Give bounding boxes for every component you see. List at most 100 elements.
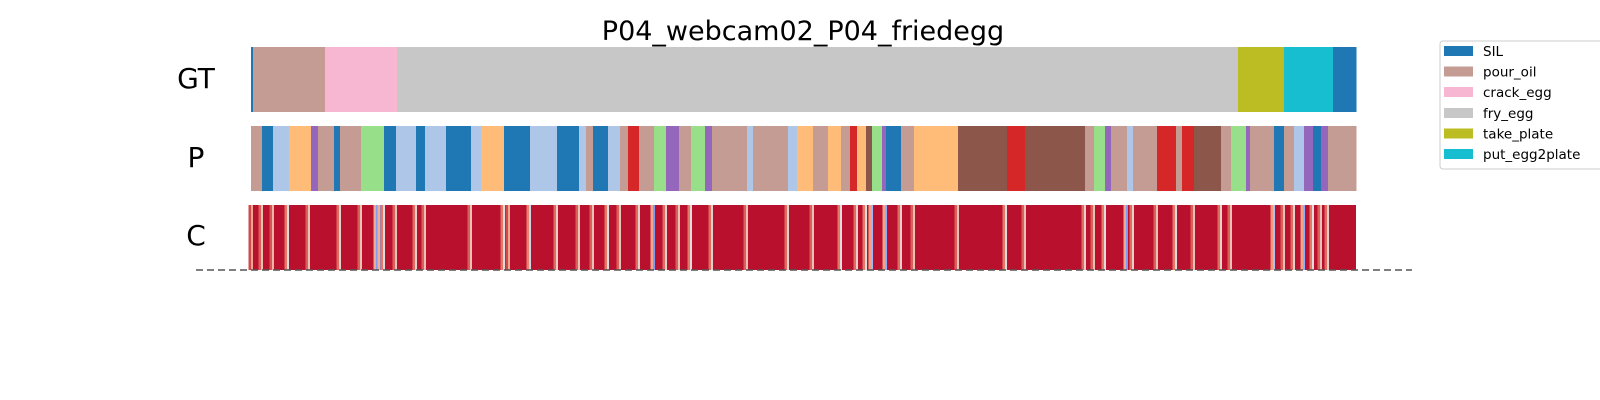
prediction-segment <box>857 126 867 191</box>
confidence-dip <box>710 205 714 270</box>
prediction-segment <box>872 126 883 191</box>
confidence-dip <box>864 205 868 270</box>
chart-title: P04_webcam02_P04_friedegg <box>602 16 1004 47</box>
prediction-segment <box>318 126 335 191</box>
confidence-dip-edge <box>421 205 424 270</box>
prediction-segment <box>446 126 472 191</box>
prediction-segment <box>416 126 426 191</box>
prediction-segment <box>1284 126 1295 191</box>
confidence-dip-edge <box>809 205 812 270</box>
prediction-segment <box>1194 126 1222 191</box>
confidence-dip-edge <box>1172 205 1175 270</box>
confidence-dip-edge <box>897 205 900 270</box>
confidence-dip-edge <box>1290 205 1293 270</box>
confidence-dip <box>577 205 581 270</box>
prediction-segment <box>1133 126 1158 191</box>
confidence-dip <box>618 205 622 270</box>
prediction-segment <box>396 126 417 191</box>
confidence-dip <box>423 205 427 270</box>
confidence-dip <box>1229 205 1233 270</box>
prediction-segment <box>841 126 851 191</box>
prediction-segment <box>1250 126 1275 191</box>
confidence-dip <box>1103 205 1107 270</box>
confidence-dip <box>956 205 960 270</box>
confidence-dip <box>1092 205 1096 270</box>
confidence-dip <box>507 205 511 270</box>
confidence-dip <box>912 205 916 270</box>
confidence-dip <box>652 205 656 270</box>
prediction-segment <box>481 126 505 191</box>
confidence-dip <box>394 205 398 270</box>
legend-label: take_plate <box>1483 126 1553 142</box>
confidence-dip-edge <box>662 205 665 270</box>
confidence-dip-edge <box>373 205 376 270</box>
confidence-dip <box>271 205 275 270</box>
gt-segment <box>397 47 1239 112</box>
prediction-segment <box>914 126 959 191</box>
legend-swatch <box>1444 46 1473 56</box>
confidence-bar <box>248 205 1356 270</box>
confidence-dip <box>382 205 386 270</box>
prediction-segment <box>1274 126 1285 191</box>
confidence-dip-edge <box>1123 205 1126 270</box>
legend-swatch <box>1444 149 1473 159</box>
prediction-segment <box>1231 126 1247 191</box>
confidence-dip-edge <box>392 205 395 270</box>
confidence-dip-edge <box>357 205 360 270</box>
confidence-dip-edge <box>1101 205 1104 270</box>
prediction-segment <box>530 126 558 191</box>
legend-swatch <box>1444 87 1473 98</box>
prediction-segment <box>1176 126 1183 191</box>
prediction-segment <box>788 126 798 191</box>
prediction-segment <box>340 126 362 191</box>
confidence-dip-edge <box>1309 205 1312 270</box>
confidence-dip <box>502 205 506 270</box>
confidence-dip <box>1302 205 1306 270</box>
confidence-dip <box>414 205 418 270</box>
confidence-dip-edge <box>862 205 865 270</box>
confidence-dip-edge <box>1129 205 1132 270</box>
prediction-segment <box>557 126 580 191</box>
confidence-dip-edge <box>377 205 380 270</box>
confidence-dip-edge <box>1280 205 1283 270</box>
prediction-segment <box>504 126 531 191</box>
confidence-dip-edge <box>1227 205 1230 270</box>
confidence-dip <box>1023 205 1027 270</box>
confidence-dip-edge <box>837 205 840 270</box>
confidence-dip <box>307 205 311 270</box>
prediction-segment <box>654 126 667 191</box>
confidence-dip <box>1125 205 1129 270</box>
confidence-dip-edge <box>305 205 308 270</box>
confidence-dip <box>677 205 681 270</box>
confidence-dip <box>469 205 473 270</box>
confidence-dip <box>1131 205 1135 270</box>
prediction-segment <box>886 126 902 191</box>
confidence-dip <box>555 205 559 270</box>
confidence-dip-edge <box>1153 205 1156 270</box>
prediction-segment <box>666 126 680 191</box>
prediction-segment <box>850 126 858 191</box>
confidence-dip <box>338 205 342 270</box>
prediction-segment <box>828 126 842 191</box>
confidence-dip-edge <box>380 205 383 270</box>
gt-segment <box>253 47 326 112</box>
prediction-segment <box>1313 126 1322 191</box>
confidence-dip-edge <box>743 205 746 270</box>
confidence-dip-edge <box>604 205 607 270</box>
prediction-segment <box>639 126 655 191</box>
legend-swatch <box>1444 107 1473 118</box>
confidence-dip <box>637 205 641 270</box>
confidence-dip-edge <box>882 205 885 270</box>
confidence-dip-edge <box>467 205 470 270</box>
prediction-segment <box>311 126 319 191</box>
prediction-segment <box>691 126 706 191</box>
prediction-segment <box>1304 126 1314 191</box>
confidence-dip <box>250 205 254 270</box>
confidence-dip-edge <box>1090 205 1093 270</box>
confidence-dip <box>786 205 790 270</box>
confidence-dip <box>1219 205 1223 270</box>
confidence-dip <box>811 205 815 270</box>
confidence-dip-edge <box>526 205 529 270</box>
prediction-segment <box>1085 126 1095 191</box>
